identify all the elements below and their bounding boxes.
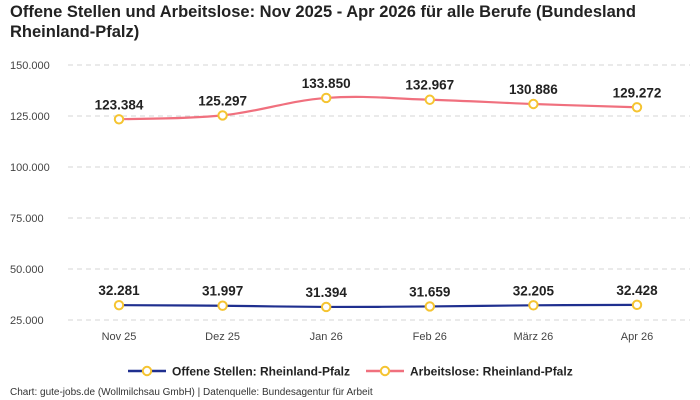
data-point-arbeitslose xyxy=(217,110,228,121)
y-tick-label: 150.000 xyxy=(10,60,50,72)
legend-marker-offene-stellen xyxy=(141,365,153,377)
data-point-offene-stellen xyxy=(631,299,643,311)
y-tick-label: 75.000 xyxy=(10,213,44,225)
data-label-offene-stellen: 31.997 xyxy=(202,284,243,299)
data-point-arbeitslose xyxy=(424,94,435,105)
data-label-arbeitslose: 129.272 xyxy=(613,85,662,100)
data-label-arbeitslose: 132.967 xyxy=(405,78,454,93)
legend-label-offene-stellen: Offene Stellen: Rheinland-Pfalz xyxy=(172,365,350,379)
data-label-offene-stellen: 32.281 xyxy=(98,283,140,298)
x-tick-label: März 26 xyxy=(514,331,554,343)
x-tick-label: Jan 26 xyxy=(310,331,343,343)
data-label-offene-stellen: 32.205 xyxy=(513,283,555,298)
legend-marker-arbeitslose xyxy=(379,365,391,377)
data-point-offene-stellen xyxy=(217,300,228,311)
data-point-offene-stellen xyxy=(113,299,125,311)
data-label-offene-stellen: 31.394 xyxy=(306,285,348,300)
y-tick-label: 125.000 xyxy=(10,111,50,123)
chart-title: Offene Stellen und Arbeitslose: Nov 2025… xyxy=(10,3,636,41)
data-label-offene-stellen: 31.659 xyxy=(409,284,450,299)
data-point-offene-stellen xyxy=(321,301,332,313)
x-tick-label: Nov 25 xyxy=(102,331,137,343)
data-point-arbeitslose xyxy=(631,102,643,113)
x-tick-label: Dez 25 xyxy=(205,331,240,343)
data-label-arbeitslose: 123.384 xyxy=(95,97,144,112)
y-tick-label: 100.000 xyxy=(10,162,50,174)
data-label-arbeitslose: 133.850 xyxy=(302,76,351,91)
series-line-offene-stellen xyxy=(118,303,638,309)
data-label-arbeitslose: 130.886 xyxy=(509,82,558,97)
series-line-arbeitslose xyxy=(118,95,638,121)
data-point-offene-stellen xyxy=(424,301,435,312)
x-tick-label: Feb 26 xyxy=(413,331,447,343)
data-point-arbeitslose xyxy=(321,92,332,104)
data-label-arbeitslose: 125.297 xyxy=(198,93,247,108)
chart-footer: Chart: gute-jobs.de (Wollmilchsau GmbH) … xyxy=(10,387,373,398)
y-tick-label: 25.000 xyxy=(10,315,44,327)
data-label-offene-stellen: 32.428 xyxy=(616,283,658,298)
data-point-offene-stellen xyxy=(528,300,539,311)
y-tick-label: 50.000 xyxy=(10,264,44,276)
data-point-arbeitslose xyxy=(113,114,125,125)
data-point-arbeitslose xyxy=(528,98,539,110)
legend-label-arbeitslose: Arbeitslose: Rheinland-Pfalz xyxy=(410,365,573,379)
x-tick-label: Apr 26 xyxy=(621,331,653,343)
